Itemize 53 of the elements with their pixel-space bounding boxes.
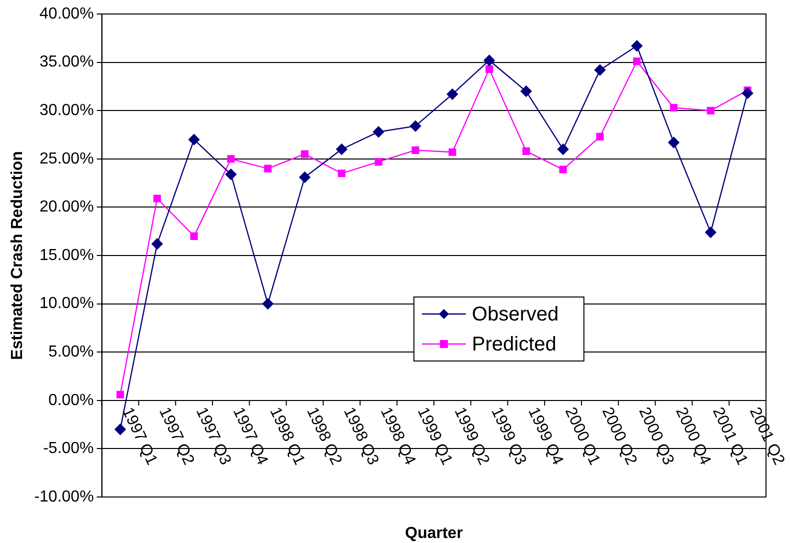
- point: [484, 54, 495, 66]
- point: [520, 86, 532, 97]
- x-tick-label: 1999 Q4: [524, 404, 566, 468]
- point: [485, 65, 494, 73]
- point: [448, 148, 456, 156]
- point: [264, 164, 272, 172]
- point: [336, 144, 348, 155]
- y-tick-label: -5.00%: [43, 440, 94, 458]
- y-axis-title: Estimated Crash Reduction: [9, 151, 26, 360]
- point: [705, 226, 716, 238]
- y-tick-label: 20.00%: [40, 198, 94, 216]
- point: [338, 170, 346, 178]
- y-tick-label: 25.00%: [40, 150, 94, 168]
- point: [116, 390, 124, 398]
- y-tick-label: 30.00%: [40, 102, 94, 120]
- point: [668, 136, 680, 148]
- point: [300, 150, 309, 158]
- point: [631, 40, 642, 52]
- y-tick-label: 0.00%: [48, 392, 94, 409]
- y-tick-label: 40.00%: [40, 5, 94, 22]
- point: [153, 194, 161, 202]
- point: [374, 158, 382, 166]
- point: [152, 238, 163, 250]
- legend-label: Observed: [472, 304, 559, 326]
- x-tick-label: 1999 Q2: [450, 404, 492, 468]
- x-axis-title: Quarter: [405, 525, 463, 542]
- point: [559, 166, 567, 174]
- point: [372, 126, 384, 138]
- point: [299, 172, 310, 183]
- y-tick-label: 5.00%: [48, 344, 94, 361]
- point: [227, 155, 235, 163]
- y-tick-label: 10.00%: [40, 295, 94, 312]
- point: [633, 58, 641, 66]
- point: [522, 147, 530, 155]
- legend-label: Predicted: [472, 334, 556, 356]
- point: [412, 146, 420, 154]
- y-tick-label: -10.00%: [34, 488, 94, 506]
- point: [188, 134, 200, 146]
- point: [446, 88, 458, 100]
- point: [670, 104, 678, 112]
- x-tick-label: 2001 Q2: [746, 404, 788, 468]
- point: [742, 88, 754, 99]
- y-tick-label: 35.00%: [40, 54, 94, 71]
- point: [557, 144, 569, 155]
- point: [262, 298, 274, 310]
- point: [190, 232, 198, 240]
- point: [706, 106, 714, 114]
- point: [225, 168, 237, 180]
- point: [410, 120, 422, 132]
- y-tick-label: 15.00%: [40, 246, 94, 264]
- x-tick-label: 2000 Q2: [598, 404, 640, 468]
- point: [596, 132, 604, 140]
- point: [594, 64, 606, 76]
